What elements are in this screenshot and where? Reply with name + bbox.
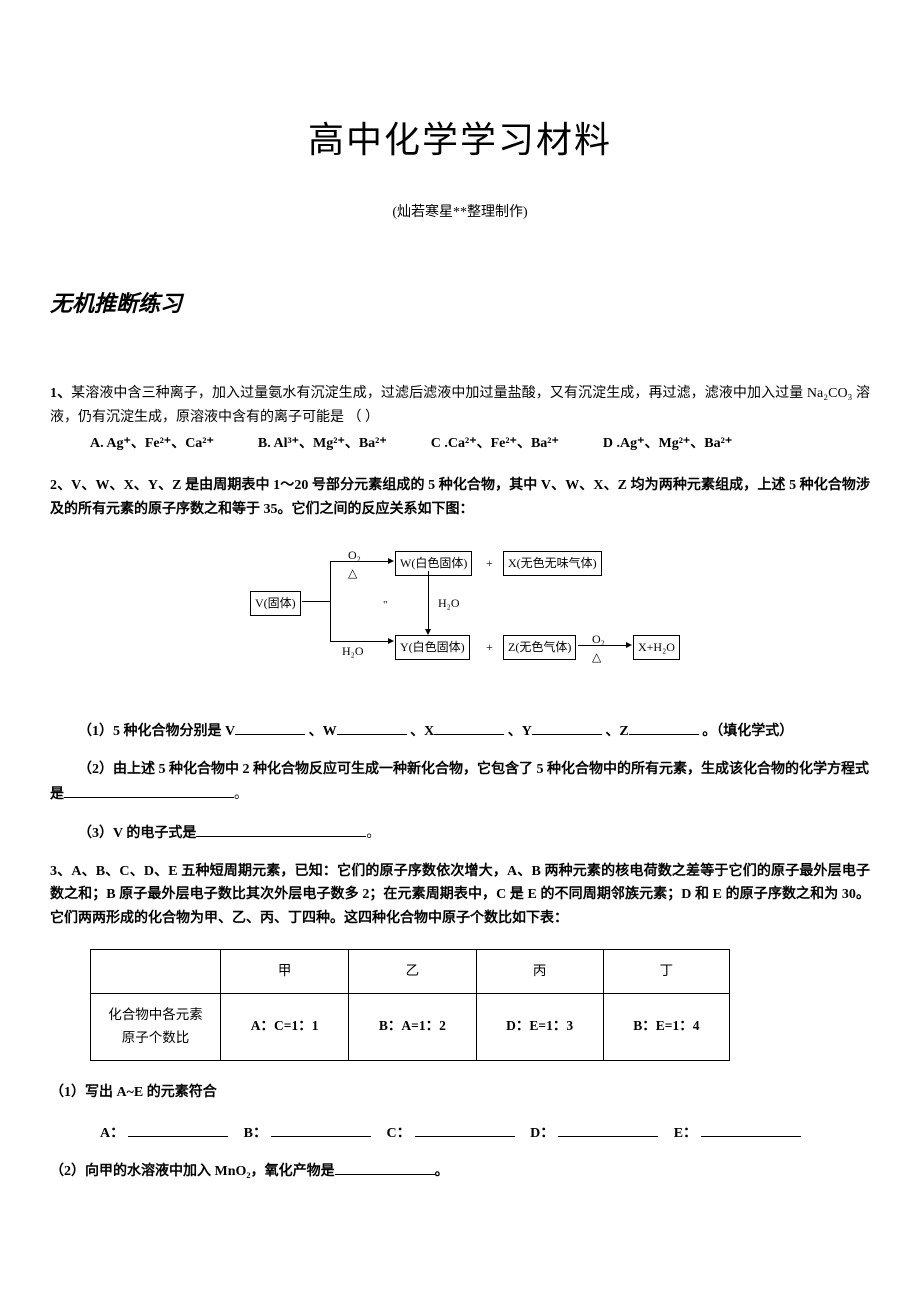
blank-a <box>128 1121 228 1137</box>
q2-sub1: （1）5 种化合物分别是 V 、W 、X 、Y 、Z 。（填化学式） <box>50 719 870 744</box>
blank-v <box>235 719 305 735</box>
blank-y <box>532 719 602 735</box>
q2-sub1-w: 、W <box>309 724 337 739</box>
blank-eq <box>64 782 234 798</box>
box-xh2o: X+H₂O <box>633 635 680 659</box>
q1-text: 某溶液中含三种离子，加入过量氨水有沉淀生成，过滤后滤液中加过量盐酸，又有沉淀生成… <box>50 386 870 425</box>
box-w: W(白色固体) <box>395 551 472 575</box>
blank-z <box>629 719 699 735</box>
label-h2o-mid: H₂O <box>438 593 460 613</box>
q3-sub2-end: 。 <box>435 1164 449 1179</box>
box-x: X(无色无味气体) <box>503 551 602 575</box>
q3-sub2-pre: （2）向甲的水溶液中加入 MnO₂，氧化产物是 <box>50 1164 335 1179</box>
q2-sub1-z: 、Z <box>605 724 628 739</box>
q2-number: 2、 <box>50 478 71 493</box>
q1-options: A. Ag⁺、Fe²⁺、Ca²⁺ B. Al³⁺、Mg²⁺、Ba²⁺ C .Ca… <box>50 432 870 456</box>
table-header-row: 甲 乙 丙 丁 <box>91 949 730 993</box>
q1-opt-d: D .Ag⁺、Mg²⁺、Ba²⁺ <box>603 432 732 456</box>
label-d: D： <box>530 1126 554 1141</box>
th-bing: 丙 <box>476 949 603 993</box>
q3-sub2: （2）向甲的水溶液中加入 MnO₂，氧化产物是 。 <box>50 1159 870 1184</box>
label-h2o-bottom: H₂O <box>342 641 364 661</box>
q1-opt-b: B. Al³⁺、Mg²⁺、Ba²⁺ <box>258 432 387 456</box>
label-delta-right: △ <box>592 647 601 667</box>
q2-sub1-y: 、Y <box>508 724 532 739</box>
q2-sub3-end: 。 <box>366 826 380 841</box>
arrow-to-y <box>388 638 394 644</box>
cell-jia: A：C=1：1 <box>221 993 349 1060</box>
reaction-diagram-wrap: V(固体) O₂ △ W(白色固体) + X(无色无味气体) H₂O " H₂O… <box>50 541 870 691</box>
q3-element-blanks: A： B： C： D： E： <box>50 1121 870 1146</box>
arrow-to-w <box>388 558 394 564</box>
q3-number: 3、 <box>50 864 71 879</box>
question-3: 3、A、B、C、D、E 五种短周期元素，已知：它们的原子序数依次增大，A、B 两… <box>50 860 870 931</box>
q2-sub3: （3）V 的电子式是 。 <box>50 821 870 846</box>
compound-table: 甲 乙 丙 丁 化合物中各元素原子个数比 A：C=1：1 B：A=1：2 D：E… <box>90 949 730 1061</box>
q2-sub2: （2）由上述 5 种化合物中 2 种化合物反应可生成一种新化合物，它包含了 5 … <box>50 758 870 807</box>
blank-electron <box>196 821 366 837</box>
document-subtitle: (灿若寒星**整理制作) <box>50 201 870 225</box>
line-w-to-y <box>428 571 429 631</box>
plus-wx: + <box>486 553 493 573</box>
document-title: 高中化学学习材料 <box>50 110 870 171</box>
quote-mark: " <box>383 596 388 615</box>
label-a: A： <box>100 1126 124 1141</box>
blank-oxid <box>335 1159 435 1175</box>
line-v-right <box>302 601 330 602</box>
label-delta-top: △ <box>348 563 357 583</box>
arrow-to-xh2o <box>626 642 632 648</box>
q2-sub1-pre: （1）5 种化合物分别是 V <box>78 724 235 739</box>
th-jia: 甲 <box>221 949 349 993</box>
label-e: E： <box>674 1126 697 1141</box>
label-c: C： <box>386 1126 410 1141</box>
label-b: B： <box>244 1126 267 1141</box>
row-label: 化合物中各元素原子个数比 <box>91 993 221 1060</box>
box-z: Z(无色气体) <box>503 635 576 659</box>
q3-sub1: （1）写出 A~E 的元素符合 <box>50 1081 870 1105</box>
reaction-diagram: V(固体) O₂ △ W(白色固体) + X(无色无味气体) H₂O " H₂O… <box>220 541 700 691</box>
th-yi: 乙 <box>349 949 476 993</box>
q2-text: V、W、X、Y、Z 是由周期表中 1～20 号部分元素组成的 5 种化合物，其中… <box>50 478 870 517</box>
table-data-row: 化合物中各元素原子个数比 A：C=1：1 B：A=1：2 D：E=1：3 B：E… <box>91 993 730 1060</box>
q1-number: 1、 <box>50 386 71 401</box>
plus-yz: + <box>486 637 493 657</box>
q3-text: A、B、C、D、E 五种短周期元素，已知：它们的原子序数依次增大，A、B 两种元… <box>50 864 870 927</box>
cell-yi: B：A=1：2 <box>349 993 476 1060</box>
box-y: Y(白色固体) <box>395 635 470 659</box>
cell-ding: B：E=1：4 <box>603 993 729 1060</box>
q1-opt-c: C .Ca²⁺、Fe²⁺、Ba²⁺ <box>431 432 559 456</box>
cell-bing: D：E=1：3 <box>476 993 603 1060</box>
blank-d <box>558 1121 658 1137</box>
question-1: 1、某溶液中含三种离子，加入过量氨水有沉淀生成，过滤后滤液中加过量盐酸，又有沉淀… <box>50 382 870 455</box>
q2-sub1-x: 、X <box>410 724 434 739</box>
q2-sub1-end: 。（填化学式） <box>702 724 793 739</box>
box-v: V(固体) <box>250 591 301 615</box>
blank-e <box>701 1121 801 1137</box>
blank-c <box>415 1121 515 1137</box>
q1-opt-a: A. Ag⁺、Fe²⁺、Ca²⁺ <box>90 432 214 456</box>
table-empty-cell <box>91 949 221 993</box>
blank-w <box>337 719 407 735</box>
line-split <box>330 561 331 641</box>
th-ding: 丁 <box>603 949 729 993</box>
blank-b <box>271 1121 371 1137</box>
blank-x <box>434 719 504 735</box>
q2-sub3-pre: （3）V 的电子式是 <box>78 826 196 841</box>
q2-sub2-end: 。 <box>234 787 248 802</box>
section-heading: 无机推断练习 <box>50 285 870 322</box>
question-2: 2、V、W、X、Y、Z 是由周期表中 1～20 号部分元素组成的 5 种化合物，… <box>50 474 870 522</box>
